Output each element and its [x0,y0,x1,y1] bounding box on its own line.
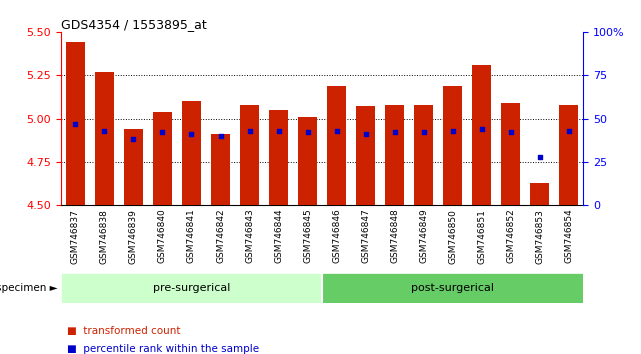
Bar [240,105,259,205]
Bar [501,103,520,205]
Text: specimen ►: specimen ► [0,282,58,293]
Text: GSM746846: GSM746846 [332,209,341,263]
Bar [356,107,375,205]
Text: GSM746850: GSM746850 [448,209,457,264]
Text: GSM746854: GSM746854 [564,209,573,263]
Text: pre-surgerical: pre-surgerical [153,282,230,293]
Bar [322,273,583,303]
Bar [211,134,230,205]
Text: post-surgerical: post-surgerical [412,282,494,293]
Bar [530,183,549,205]
Point [331,128,342,133]
Point [71,121,81,127]
Bar [124,129,143,205]
Point [274,128,284,133]
Point [419,130,429,135]
Point [244,128,254,133]
Point [99,128,110,133]
Bar [298,117,317,205]
Text: GSM746853: GSM746853 [535,209,544,264]
Point [447,128,458,133]
Point [187,131,197,137]
Bar [182,101,201,205]
Text: GSM746837: GSM746837 [71,209,80,264]
Point [390,130,400,135]
Point [360,131,370,137]
Text: GDS4354 / 1553895_at: GDS4354 / 1553895_at [61,18,206,31]
Text: ■  percentile rank within the sample: ■ percentile rank within the sample [67,344,260,354]
Text: GSM746844: GSM746844 [274,209,283,263]
Text: GSM746852: GSM746852 [506,209,515,263]
Bar [385,105,404,205]
Bar [153,112,172,205]
Point [215,133,226,139]
Point [477,126,487,132]
Text: GSM746847: GSM746847 [361,209,370,263]
Point [303,130,313,135]
Bar [95,72,114,205]
Point [128,137,138,142]
Point [563,128,574,133]
Bar [472,65,491,205]
Text: GSM746838: GSM746838 [100,209,109,264]
Text: GSM746839: GSM746839 [129,209,138,264]
Bar [414,105,433,205]
Text: GSM746848: GSM746848 [390,209,399,263]
Text: GSM746851: GSM746851 [478,209,487,264]
Text: GSM746849: GSM746849 [419,209,428,263]
Text: GSM746843: GSM746843 [245,209,254,263]
Text: GSM746842: GSM746842 [216,209,225,263]
Text: ■  transformed count: ■ transformed count [67,326,181,336]
Bar [327,86,346,205]
Bar [560,105,578,205]
Point [506,130,516,135]
Text: GSM746845: GSM746845 [303,209,312,263]
Bar [61,273,322,303]
Point [535,154,545,160]
Text: GSM746841: GSM746841 [187,209,196,263]
Point [157,130,167,135]
Bar [269,110,288,205]
Bar [66,42,85,205]
Text: GSM746840: GSM746840 [158,209,167,263]
Bar [444,86,462,205]
